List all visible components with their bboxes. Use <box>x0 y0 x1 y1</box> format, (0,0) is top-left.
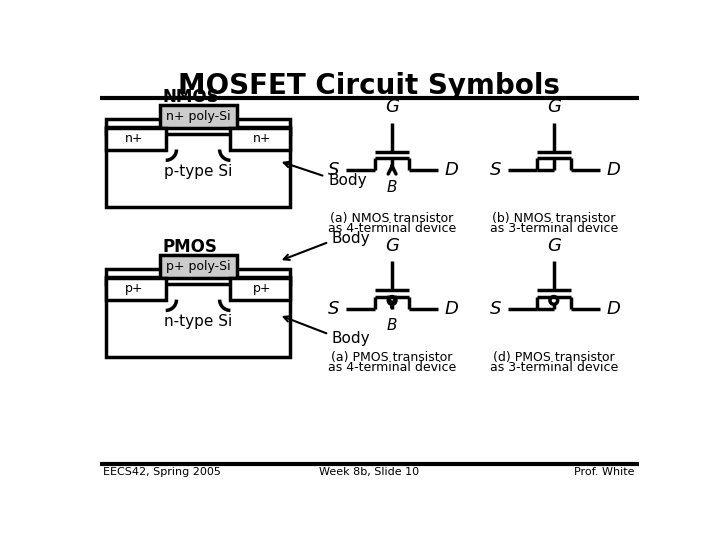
Text: NMOS: NMOS <box>162 88 219 106</box>
Text: S: S <box>490 300 501 318</box>
Text: S: S <box>328 161 340 179</box>
Text: p+: p+ <box>253 282 271 295</box>
Text: Body: Body <box>331 330 370 346</box>
Text: n+: n+ <box>125 132 143 145</box>
Text: EECS42, Spring 2005: EECS42, Spring 2005 <box>104 467 221 477</box>
Text: as 4-terminal device: as 4-terminal device <box>328 361 456 374</box>
Text: MOSFET Circuit Symbols: MOSFET Circuit Symbols <box>178 72 560 99</box>
Bar <box>230 128 290 150</box>
Text: G: G <box>546 237 561 255</box>
Bar <box>160 105 237 128</box>
Text: Week 8b, Slide 10: Week 8b, Slide 10 <box>319 467 419 477</box>
Text: S: S <box>490 161 501 179</box>
Text: (b) NMOS transistor: (b) NMOS transistor <box>492 212 616 225</box>
Text: (a) PMOS transistor: (a) PMOS transistor <box>331 351 453 364</box>
Text: p+: p+ <box>125 282 143 295</box>
Bar <box>106 278 290 284</box>
Text: G: G <box>546 98 561 117</box>
Text: n-type Si: n-type Si <box>164 314 232 329</box>
Text: D: D <box>444 300 459 318</box>
Text: B: B <box>387 179 397 194</box>
Text: as 3-terminal device: as 3-terminal device <box>490 361 618 374</box>
Bar <box>106 128 166 150</box>
Text: as 3-terminal device: as 3-terminal device <box>490 222 618 235</box>
Text: D: D <box>606 161 620 179</box>
Bar <box>106 119 290 207</box>
Bar <box>106 278 166 300</box>
Text: PMOS: PMOS <box>163 238 217 256</box>
Text: as 4-terminal device: as 4-terminal device <box>328 222 456 235</box>
Text: (a) NMOS transistor: (a) NMOS transistor <box>330 212 454 225</box>
Text: p-type Si: p-type Si <box>164 164 233 179</box>
Text: S: S <box>328 300 340 318</box>
Text: G: G <box>385 237 399 255</box>
Text: n+ poly-Si: n+ poly-Si <box>166 110 230 123</box>
Bar <box>106 269 290 357</box>
Text: Prof. White: Prof. White <box>574 467 634 477</box>
Text: (d) PMOS transistor: (d) PMOS transistor <box>493 351 615 364</box>
Text: Body: Body <box>329 173 368 188</box>
Text: n+: n+ <box>253 132 271 145</box>
Text: D: D <box>606 300 620 318</box>
Bar <box>230 278 290 300</box>
Text: G: G <box>385 98 399 117</box>
Text: D: D <box>444 161 459 179</box>
Text: B: B <box>387 318 397 333</box>
Bar <box>160 255 237 278</box>
Text: Body: Body <box>331 231 370 246</box>
Text: p+ poly-Si: p+ poly-Si <box>166 260 230 273</box>
Bar <box>106 127 290 134</box>
